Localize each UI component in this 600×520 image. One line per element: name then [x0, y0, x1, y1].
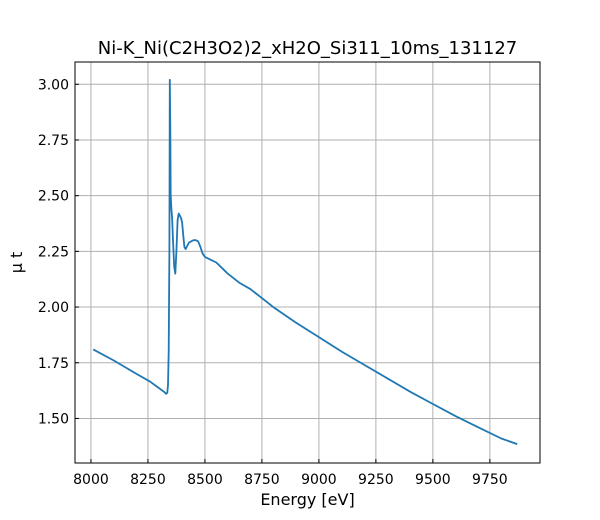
- plot-frame: [74, 61, 541, 464]
- x-tick-label: 9250: [358, 472, 394, 488]
- x-tick-label: 8500: [187, 472, 223, 488]
- y-tick-label: 1.75: [38, 356, 69, 372]
- x-tick-label: 9000: [301, 472, 337, 488]
- y-tick-label: 2.50: [38, 189, 69, 205]
- x-tick-label: 8000: [73, 472, 109, 488]
- x-tick-label: 8750: [244, 472, 280, 488]
- chart-title: Ni-K_Ni(C2H3O2)2_xH2O_Si311_10ms_131127: [98, 38, 517, 59]
- x-tick-label: 9750: [472, 472, 508, 488]
- y-tick-label: 2.75: [38, 133, 69, 149]
- y-tick-label: 2.00: [38, 300, 69, 316]
- grid: [75, 62, 540, 463]
- x-tick-label: 9500: [415, 472, 451, 488]
- x-axis-ticks: 8000 8250 8500 8750 9000 9250 9500 9750: [73, 459, 508, 488]
- y-axis-title: μ t: [7, 252, 26, 274]
- series-line: [92, 78, 518, 445]
- y-axis-ticks: 1.50 1.75 2.00 2.25 2.50 2.75 3.00: [38, 77, 79, 427]
- y-tick-label: 2.25: [38, 244, 69, 260]
- x-tick-label: 8250: [130, 472, 166, 488]
- y-tick-label: 3.00: [38, 77, 69, 93]
- x-axis-title: Energy [eV]: [260, 490, 354, 509]
- y-tick-label: 1.50: [38, 411, 69, 427]
